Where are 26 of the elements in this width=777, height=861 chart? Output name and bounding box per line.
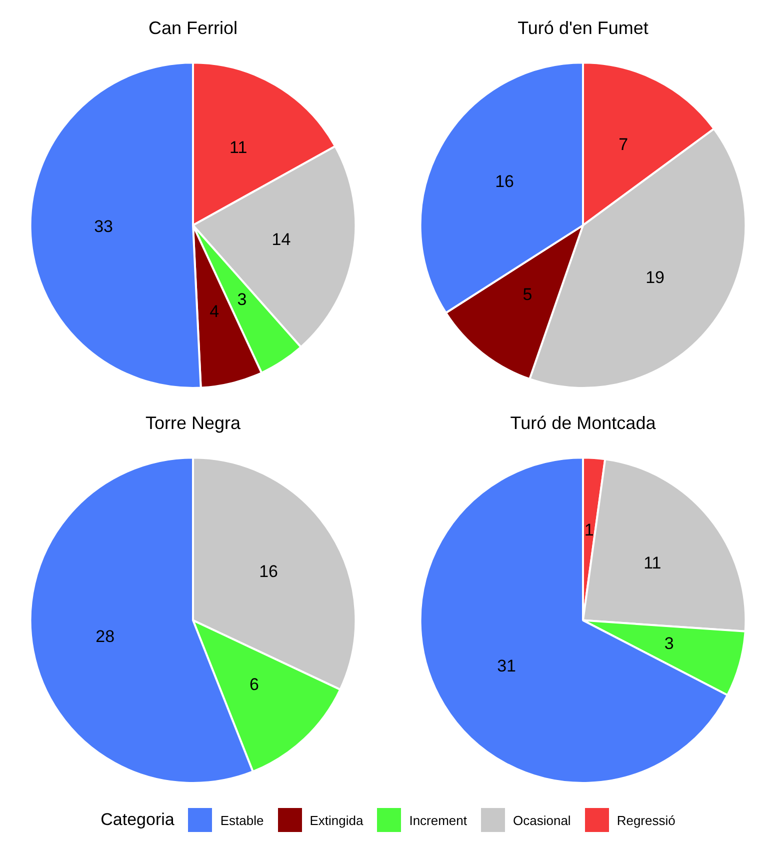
data-label: 28 [96, 626, 115, 646]
data-label: 16 [259, 562, 278, 582]
data-label: 11 [230, 138, 248, 157]
legend-label: Regressió [616, 812, 676, 828]
chart-title: Torre Negra [145, 412, 242, 433]
data-label: 4 [210, 302, 220, 321]
data-label: 33 [94, 217, 113, 236]
data-label: 3 [237, 290, 247, 309]
chart-title: Can Ferriol [148, 18, 238, 38]
data-label: 3 [664, 634, 674, 654]
data-label: 7 [618, 135, 628, 154]
chart-title: Turó d'en Fumet [518, 18, 648, 38]
legend-label: Extingida [310, 812, 364, 828]
legend-title: Categoria [100, 810, 174, 830]
legend-label: Estable [220, 812, 264, 828]
data-label: 1 [584, 520, 594, 540]
data-label: 14 [272, 230, 291, 250]
data-label: 31 [497, 656, 516, 676]
legend-label: Ocasional [513, 812, 571, 828]
legend-label: Increment [409, 812, 468, 828]
data-label: 16 [495, 172, 514, 191]
data-label: 5 [522, 285, 532, 304]
data-label: 11 [644, 554, 662, 573]
chart-title: Turó de Montcada [510, 412, 657, 433]
data-label: 6 [250, 675, 259, 694]
data-label: 19 [646, 268, 665, 288]
